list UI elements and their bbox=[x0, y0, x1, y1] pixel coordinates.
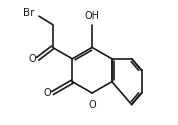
Text: OH: OH bbox=[85, 11, 100, 21]
Text: O: O bbox=[88, 100, 96, 110]
Text: O: O bbox=[43, 88, 51, 98]
Text: O: O bbox=[28, 54, 36, 64]
Text: Br: Br bbox=[23, 8, 35, 18]
